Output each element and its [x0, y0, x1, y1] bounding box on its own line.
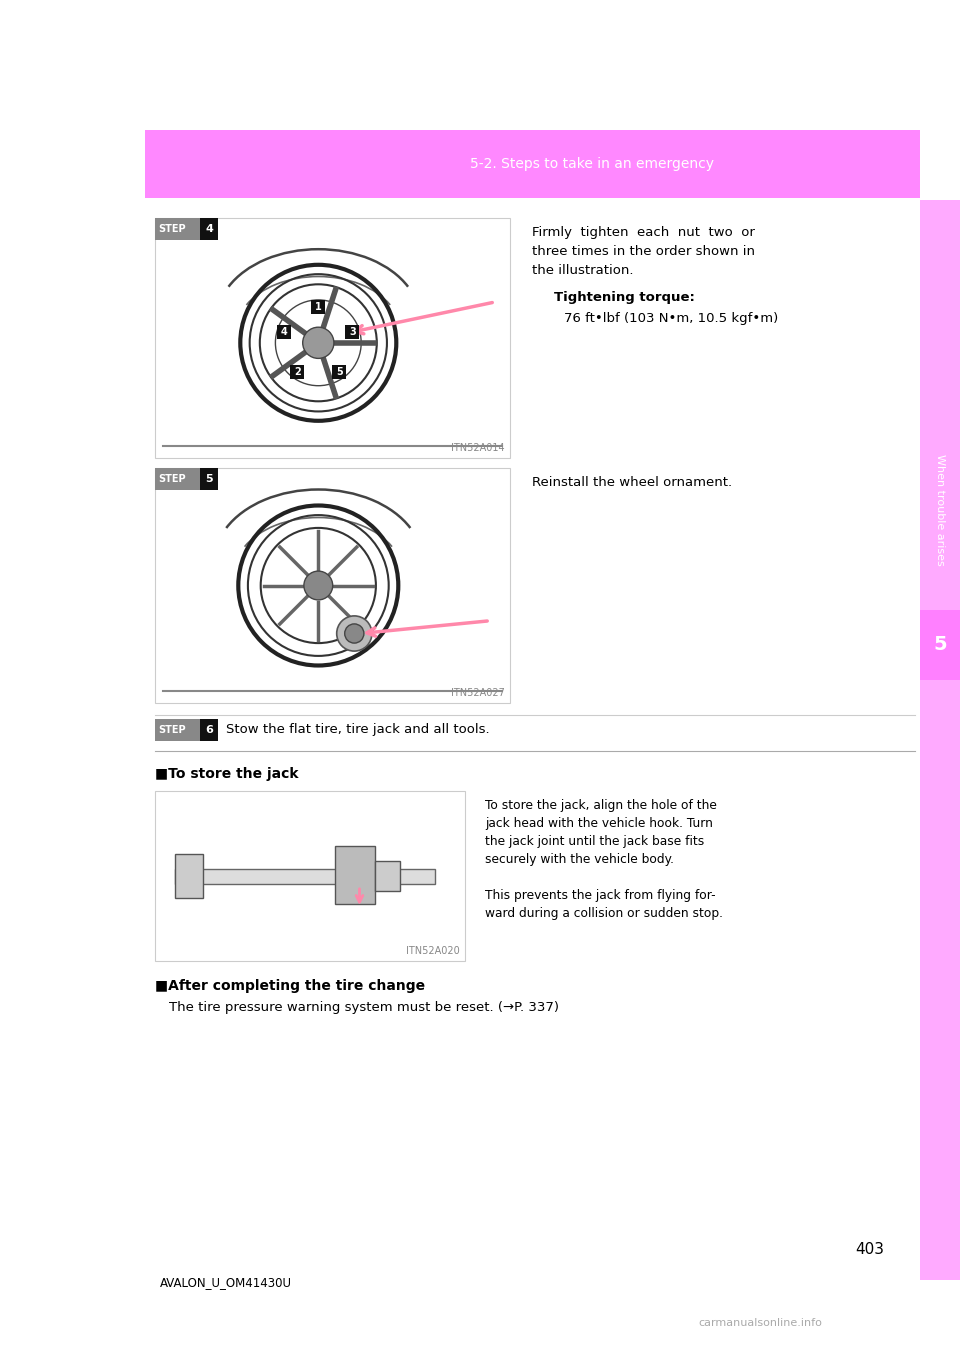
- Text: the illustration.: the illustration.: [532, 263, 634, 277]
- Text: 5: 5: [933, 636, 947, 655]
- Bar: [920, 610, 960, 680]
- Bar: [155, 718, 200, 741]
- Text: ward during a collision or sudden stop.: ward during a collision or sudden stop.: [485, 907, 723, 919]
- Text: ITN52A027: ITN52A027: [451, 689, 505, 698]
- Text: 1: 1: [315, 301, 322, 312]
- Text: Tightening torque:: Tightening torque:: [554, 291, 695, 304]
- Bar: [155, 219, 510, 458]
- Text: Reinstall the wheel ornament.: Reinstall the wheel ornament.: [532, 477, 732, 489]
- Text: STEP: STEP: [158, 474, 185, 483]
- Text: ITN52A014: ITN52A014: [451, 443, 505, 454]
- Text: ITN52A020: ITN52A020: [406, 947, 460, 956]
- Text: the jack joint until the jack base fits: the jack joint until the jack base fits: [485, 835, 705, 847]
- Circle shape: [304, 572, 333, 600]
- Text: Stow the flat tire, tire jack and all tools.: Stow the flat tire, tire jack and all to…: [226, 724, 490, 736]
- Bar: [145, 130, 920, 198]
- Bar: [155, 469, 200, 490]
- Text: STEP: STEP: [158, 224, 185, 234]
- Text: 403: 403: [855, 1243, 884, 1258]
- Text: STEP: STEP: [158, 725, 185, 735]
- Text: Firmly  tighten  each  nut  two  or: Firmly tighten each nut two or: [532, 225, 755, 239]
- Text: 4: 4: [205, 224, 213, 234]
- Text: 4: 4: [281, 327, 288, 337]
- Bar: [155, 469, 510, 703]
- Text: 5-2. Steps to take in an emergency: 5-2. Steps to take in an emergency: [470, 158, 714, 171]
- Text: To store the jack, align the hole of the: To store the jack, align the hole of the: [485, 799, 717, 812]
- Bar: [155, 219, 200, 240]
- Bar: [311, 300, 325, 314]
- Bar: [374, 861, 399, 891]
- Text: carmanualsonline.info: carmanualsonline.info: [698, 1319, 822, 1328]
- Text: When trouble arises: When trouble arises: [935, 454, 945, 566]
- Bar: [175, 854, 203, 898]
- Circle shape: [337, 617, 372, 650]
- Bar: [200, 718, 218, 741]
- Text: This prevents the jack from flying for-: This prevents the jack from flying for-: [485, 889, 715, 902]
- Bar: [277, 325, 291, 338]
- Bar: [155, 790, 465, 961]
- Bar: [346, 325, 359, 338]
- Bar: [334, 846, 374, 904]
- Text: 6: 6: [205, 725, 213, 735]
- Text: 2: 2: [294, 367, 300, 376]
- Bar: [200, 469, 218, 490]
- Text: AVALON_U_OM41430U: AVALON_U_OM41430U: [160, 1277, 292, 1290]
- Circle shape: [345, 623, 364, 644]
- Bar: [332, 365, 347, 379]
- Text: 76 ft•lbf (103 N•m, 10.5 kgf•m): 76 ft•lbf (103 N•m, 10.5 kgf•m): [564, 312, 779, 325]
- Bar: [200, 219, 218, 240]
- Text: ■After completing the tire change: ■After completing the tire change: [155, 979, 425, 993]
- Bar: [290, 365, 304, 379]
- Text: three times in the order shown in: three times in the order shown in: [532, 244, 755, 258]
- Text: jack head with the vehicle hook. Turn: jack head with the vehicle hook. Turn: [485, 818, 713, 830]
- Text: 5: 5: [336, 367, 343, 376]
- Bar: [920, 200, 960, 1281]
- Text: ■To store the jack: ■To store the jack: [155, 767, 299, 781]
- Circle shape: [302, 327, 334, 359]
- Text: securely with the vehicle body.: securely with the vehicle body.: [485, 853, 674, 866]
- Text: 3: 3: [349, 327, 356, 337]
- Text: The tire pressure warning system must be reset. (→P. 337): The tire pressure warning system must be…: [169, 1001, 559, 1014]
- Bar: [175, 869, 435, 884]
- Text: 5: 5: [205, 474, 213, 483]
